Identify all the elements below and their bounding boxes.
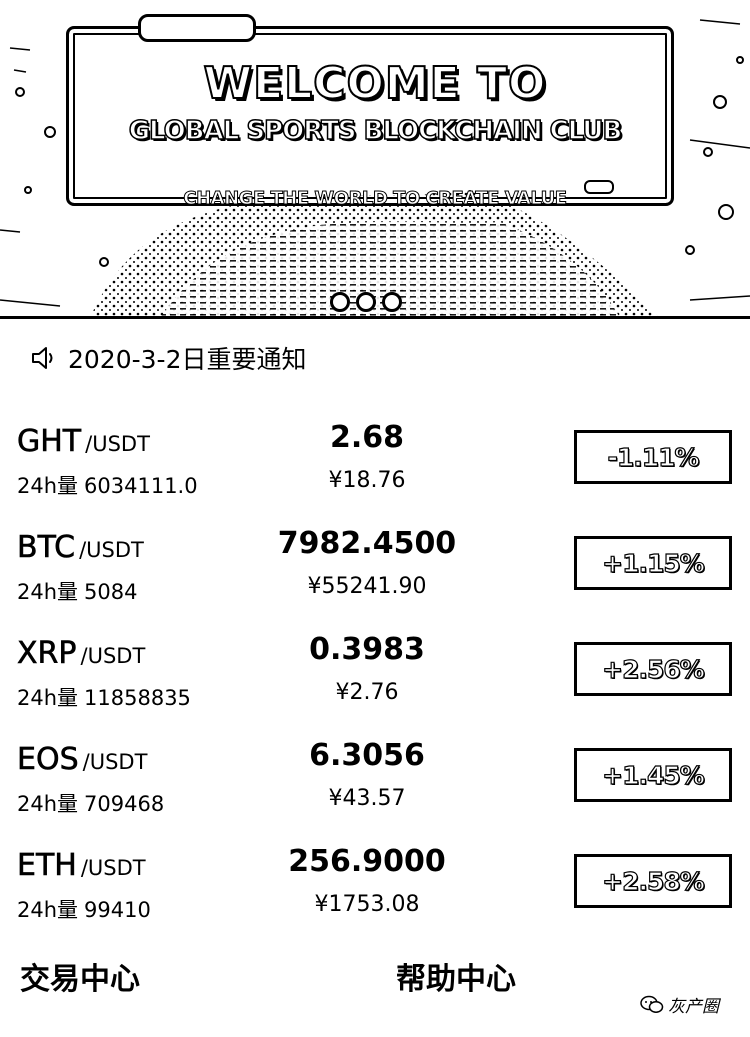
volume-24h: 24h量 6034111.0 (17, 470, 198, 500)
banner-slogan: CHANGE THE WORLD TO CREATE VALUE (183, 188, 568, 210)
cny-price: ¥18.76 (328, 468, 406, 493)
last-price: 256.9000 (288, 844, 446, 879)
volume-24h: 24h量 709468 (17, 788, 164, 818)
pair-symbol: GHT/USDT (17, 424, 150, 460)
cny-price: ¥55241.90 (307, 574, 427, 599)
change-badge[interactable]: +2.56% (574, 642, 732, 696)
banner-headline: WELCOME TO (203, 57, 547, 110)
volume-value: 11858835 (84, 686, 191, 710)
notice-bar[interactable]: 2020-3-2日重要通知 (30, 340, 306, 376)
base-currency: BTC (17, 530, 76, 566)
carousel-indicator (330, 292, 402, 312)
pair-symbol: ETH/USDT (17, 848, 146, 884)
volume-label: 24h量 (17, 686, 79, 710)
volume-label: 24h量 (17, 580, 79, 604)
quote-currency: /USDT (80, 856, 146, 880)
volume-24h: 24h量 11858835 (17, 682, 191, 712)
base-currency: GHT (17, 424, 82, 460)
banner-carousel[interactable]: WELCOME TO GLOBAL SPORTS BLOCKCHAIN CLUB… (0, 0, 750, 318)
market-row-btc[interactable]: BTC/USDT 24h量 5084 7982.4500 ¥55241.90 +1… (0, 516, 750, 622)
carousel-dot[interactable] (330, 292, 350, 312)
market-row-xrp[interactable]: XRP/USDT 24h量 11858835 0.3983 ¥2.76 +2.56… (0, 622, 750, 728)
quote-currency: /USDT (79, 538, 144, 562)
market-row-ght[interactable]: GHT/USDT 24h量 6034111.0 2.68 ¥18.76 -1.11… (0, 410, 750, 516)
last-price: 7982.4500 (277, 526, 457, 561)
volume-value: 6034111.0 (84, 474, 198, 498)
watermark-text: 灰产圈 (668, 997, 719, 1017)
sign-hanger (138, 14, 256, 42)
base-currency: XRP (17, 636, 77, 672)
sign-tag (584, 180, 614, 194)
change-badge[interactable]: +2.58% (574, 854, 732, 908)
volume-label: 24h量 (17, 474, 79, 498)
cny-price: ¥43.57 (328, 786, 406, 811)
cny-price: ¥2.76 (335, 680, 399, 705)
nav-trade-center[interactable]: 交易中心 (20, 962, 140, 997)
base-currency: EOS (17, 742, 79, 778)
change-badge[interactable]: +1.15% (574, 536, 732, 590)
carousel-dot[interactable] (356, 292, 376, 312)
banner-club-name: GLOBAL SPORTS BLOCKCHAIN CLUB (128, 115, 623, 147)
last-price: 0.3983 (309, 632, 425, 667)
pair-symbol: EOS/USDT (17, 742, 148, 778)
change-badge[interactable]: -1.11% (574, 430, 732, 484)
nav-help-center[interactable]: 帮助中心 (396, 962, 516, 997)
volume-label: 24h量 (17, 792, 79, 816)
market-row-eos[interactable]: EOS/USDT 24h量 709468 6.3056 ¥43.57 +1.45% (0, 728, 750, 834)
change-badge[interactable]: +1.45% (574, 748, 732, 802)
quote-currency: /USDT (80, 644, 146, 668)
base-currency: ETH (17, 848, 77, 884)
volume-value: 5084 (84, 580, 138, 604)
quote-currency: /USDT (85, 432, 150, 456)
volume-24h: 24h量 5084 (17, 576, 137, 606)
pair-symbol: XRP/USDT (17, 636, 146, 672)
volume-value: 709468 (84, 792, 165, 816)
pair-symbol: BTC/USDT (17, 530, 144, 566)
market-row-eth[interactable]: ETH/USDT 24h量 99410 256.9000 ¥1753.08 +2.… (0, 834, 750, 940)
volume-value: 99410 (84, 898, 151, 922)
notice-text: 2020-3-2日重要通知 (68, 345, 307, 374)
wechat-icon (640, 995, 664, 1015)
watermark: 灰产圈 (640, 992, 719, 1017)
cny-price: ¥1753.08 (314, 892, 420, 917)
carousel-dot[interactable] (382, 292, 402, 312)
sign-frame (66, 26, 674, 206)
market-list: GHT/USDT 24h量 6034111.0 2.68 ¥18.76 -1.11… (0, 410, 750, 940)
last-price: 2.68 (329, 420, 405, 455)
speaker-icon (30, 345, 60, 371)
volume-24h: 24h量 99410 (17, 894, 151, 924)
banner-background-art (0, 19, 750, 318)
volume-label: 24h量 (17, 898, 79, 922)
banner-divider (0, 316, 750, 319)
last-price: 6.3056 (309, 738, 425, 773)
quote-currency: /USDT (82, 750, 148, 774)
